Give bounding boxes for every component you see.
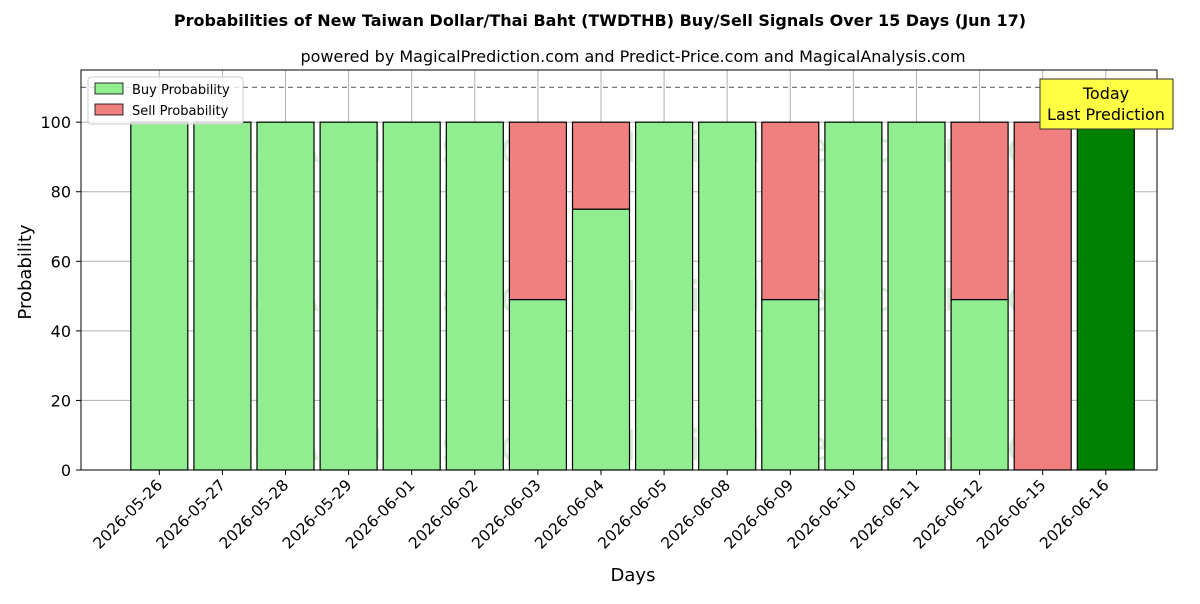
chart-subtitle: powered by MagicalPrediction.com and Pre… (300, 47, 965, 66)
x-axis-label: Days (611, 565, 656, 586)
y-tick-label: 20 (51, 391, 71, 410)
buy-bar (319, 121, 378, 471)
buy-bar (571, 208, 631, 471)
buy-bar (382, 121, 441, 471)
legend-buy-swatch (94, 82, 124, 95)
buy-bar (256, 121, 315, 471)
sell-bar (508, 121, 567, 301)
annotation-box (1039, 78, 1174, 130)
sell-bar (761, 121, 820, 301)
buy-bar (193, 121, 252, 471)
buy-bar (824, 121, 883, 471)
buy-bar (508, 298, 567, 471)
y-tick-label: 40 (51, 322, 71, 341)
plot-frame (80, 69, 1158, 471)
y-axis: 0 20 40 60 80 100 (40, 113, 81, 480)
sell-bar (571, 121, 631, 210)
y-tick-label: 80 (51, 183, 71, 202)
chart-title: Probabilities of New Taiwan Dollar/Thai … (174, 11, 1026, 30)
annotation-line-2: Last Prediction (1047, 105, 1165, 124)
y-tick-label: 0 (61, 461, 71, 480)
legend: Buy Probability Sell Probability (87, 76, 244, 125)
legend-buy-label: Buy Probability (132, 83, 230, 98)
bars (130, 121, 1135, 471)
sell-bar (950, 121, 1009, 301)
buy-bar (761, 298, 820, 471)
today-annotation: Today Last Prediction (1039, 78, 1174, 130)
y-axis-label: Probability (15, 224, 36, 319)
buy-bar (445, 121, 504, 471)
buy-bar (887, 121, 946, 471)
buy-bar (698, 121, 757, 471)
legend-frame (87, 76, 244, 125)
legend-sell-swatch (94, 103, 124, 116)
buy-bar (130, 121, 189, 471)
buy-bar (950, 298, 1009, 471)
sell-bar (1013, 121, 1072, 471)
x-axis: 2026-05-262026-05-272026-05-282026-05-29… (90, 470, 1113, 553)
buy-bar (1076, 121, 1135, 471)
annotation-line-1: Today (1082, 84, 1129, 103)
legend-sell-label: Sell Probability (132, 104, 229, 119)
y-tick-label: 60 (51, 252, 71, 271)
buy-bar (634, 121, 694, 471)
y-tick-label: 100 (40, 113, 71, 132)
